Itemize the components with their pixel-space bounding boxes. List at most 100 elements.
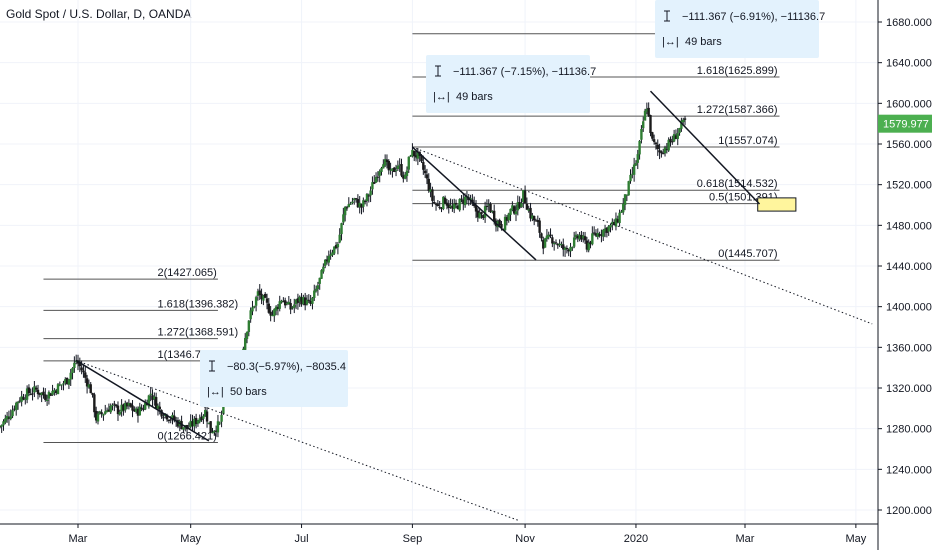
fib-level-label: 0(1445.707) <box>718 248 777 260</box>
candle-body <box>656 144 659 149</box>
time-tick-label: May <box>180 533 201 545</box>
candle-body <box>642 121 645 129</box>
dotted-trend-line <box>412 146 873 325</box>
candle-body <box>74 360 78 362</box>
bars-range-icon: |↔| <box>433 91 450 103</box>
candle-body <box>380 167 383 172</box>
candle-body <box>469 198 472 200</box>
candle-body <box>287 301 291 305</box>
candle-body <box>552 243 556 245</box>
candle-body <box>253 306 256 308</box>
target-zone[interactable] <box>757 197 797 212</box>
fib-level-label: 0(1266.421) <box>157 430 216 442</box>
trend-lines[interactable] <box>75 90 873 521</box>
price-axis[interactable]: 1200.000 1240.000 1280.000 1320.000 1360.000… <box>877 0 932 550</box>
candle-body <box>629 174 632 182</box>
candle-body <box>254 297 258 306</box>
candle-body <box>623 194 627 205</box>
candle-body <box>320 270 323 279</box>
candle-body <box>474 205 478 212</box>
candle-body <box>453 203 456 210</box>
candle-body <box>65 377 69 385</box>
candle-body <box>433 202 436 204</box>
candle-body <box>383 159 387 166</box>
candle-body <box>263 293 267 298</box>
candle-body <box>207 422 211 424</box>
candle-body <box>307 299 311 301</box>
candle-body <box>363 201 367 203</box>
time-axis[interactable]: Mar May Jul Sep Nov 2020 Mar May <box>0 523 878 545</box>
candle-body <box>162 417 165 419</box>
candle-body <box>409 155 412 157</box>
candle-body <box>294 299 298 304</box>
candle-body <box>22 397 25 400</box>
candle-body <box>131 405 134 411</box>
candle-body <box>585 240 589 250</box>
price-tick-label: 1320.000 <box>886 383 932 395</box>
candle-body <box>25 388 29 400</box>
candle-body <box>676 133 679 139</box>
candle-body <box>400 164 403 176</box>
candle-body <box>285 303 289 305</box>
candle-body <box>247 320 251 332</box>
candle-body <box>45 399 49 401</box>
candle-body <box>213 430 216 433</box>
candle-body <box>85 378 89 387</box>
measure-price-change: −111.367 (−7.15%), −11136.7 <box>453 66 596 78</box>
target-zone-rect <box>757 197 797 212</box>
candle-body <box>205 411 209 422</box>
measure-boxes[interactable]: −80.3​(−5.97%), −8035.4 |↔| 50 bars −111.36… <box>200 0 825 407</box>
time-tick-label: Sep <box>403 533 423 545</box>
candle-body <box>394 170 398 172</box>
candle-body <box>669 138 672 143</box>
candle-body <box>116 405 120 415</box>
candle-body <box>182 427 185 430</box>
candle-body <box>62 383 65 385</box>
price-tick-label: 1600.000 <box>886 98 932 110</box>
candle-body <box>602 229 605 237</box>
candle-body <box>256 291 260 297</box>
candle-body <box>9 416 12 419</box>
candle-body <box>338 234 341 243</box>
candle-body <box>204 410 207 417</box>
candle-body <box>216 421 220 433</box>
candle-body <box>596 232 599 237</box>
candle-body <box>202 415 205 419</box>
time-tick-label: Mar <box>69 533 88 545</box>
candle-body <box>503 216 507 231</box>
candle-body <box>349 203 352 205</box>
candle-body <box>38 392 42 395</box>
candle-body <box>282 301 285 303</box>
candle-body <box>578 234 581 240</box>
last-price-badge: 1579.977 <box>878 114 932 133</box>
candle-body <box>518 202 521 208</box>
fib-levels: 2(1427.065) 1.618(1396.382) 1.272(1368.591… <box>43 22 780 443</box>
candle-body <box>16 401 20 404</box>
candle-body <box>15 402 18 411</box>
candle-body <box>111 404 114 406</box>
bars-range-icon: |↔| <box>662 36 679 48</box>
price-tick-label: 1640.000 <box>886 58 932 70</box>
candle-body <box>82 370 85 373</box>
candle-body <box>369 190 372 196</box>
candle-body <box>113 403 116 405</box>
candle-body <box>105 410 109 413</box>
candle-body <box>398 164 401 166</box>
candle-body <box>592 232 596 234</box>
candle-body <box>651 132 654 139</box>
candle-body <box>134 408 138 412</box>
candle-body <box>271 315 274 317</box>
candle-body <box>587 242 590 251</box>
candle-body <box>529 207 532 219</box>
candle-body <box>33 386 36 393</box>
candle-body <box>560 244 563 246</box>
candle-body <box>489 204 492 213</box>
candle-body <box>345 207 349 209</box>
candle-body <box>104 411 107 414</box>
candle-body <box>260 293 263 300</box>
candle-body <box>154 397 158 409</box>
candle-body <box>367 195 370 197</box>
measure-bar-count: 49 bars <box>456 91 493 103</box>
candle-body <box>94 410 98 421</box>
